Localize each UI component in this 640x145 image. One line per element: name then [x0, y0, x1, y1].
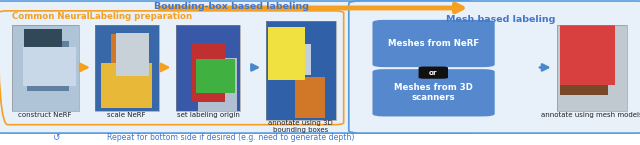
FancyBboxPatch shape [176, 25, 240, 111]
FancyArrowPatch shape [252, 64, 257, 70]
FancyArrowPatch shape [80, 64, 87, 71]
FancyBboxPatch shape [191, 43, 225, 102]
FancyBboxPatch shape [95, 25, 159, 111]
FancyArrowPatch shape [159, 4, 462, 12]
FancyBboxPatch shape [196, 59, 236, 93]
Text: Meshes from NeRF: Meshes from NeRF [388, 39, 479, 48]
Text: scale NeRF: scale NeRF [108, 112, 146, 118]
FancyBboxPatch shape [557, 25, 627, 111]
FancyBboxPatch shape [111, 34, 138, 87]
Text: ↺: ↺ [52, 133, 60, 142]
FancyBboxPatch shape [349, 1, 640, 133]
Text: Bounding-box based labeling: Bounding-box based labeling [154, 2, 309, 11]
FancyBboxPatch shape [276, 44, 310, 75]
FancyBboxPatch shape [12, 25, 79, 111]
FancyBboxPatch shape [561, 31, 611, 74]
FancyBboxPatch shape [198, 58, 237, 111]
Text: construct NeRF: construct NeRF [19, 112, 72, 118]
FancyBboxPatch shape [295, 77, 324, 118]
FancyBboxPatch shape [266, 21, 336, 120]
FancyBboxPatch shape [372, 69, 495, 116]
Text: Meshes from 3D
scanners: Meshes from 3D scanners [394, 83, 473, 103]
Text: or: or [429, 70, 438, 76]
FancyBboxPatch shape [419, 67, 448, 79]
FancyBboxPatch shape [559, 49, 608, 95]
FancyBboxPatch shape [268, 27, 305, 80]
FancyBboxPatch shape [23, 47, 76, 86]
Text: annotate using mesh models: annotate using mesh models [541, 112, 640, 118]
FancyBboxPatch shape [27, 41, 68, 91]
FancyArrowPatch shape [540, 64, 548, 70]
FancyBboxPatch shape [116, 33, 148, 76]
Text: Common NeuralLabeling preparation: Common NeuralLabeling preparation [12, 12, 191, 21]
Text: set labeling origin: set labeling origin [177, 112, 239, 118]
FancyBboxPatch shape [372, 20, 495, 67]
FancyBboxPatch shape [560, 25, 615, 85]
FancyArrowPatch shape [161, 64, 168, 71]
Text: annotate using 3D
bounding boxes: annotate using 3D bounding boxes [268, 120, 333, 133]
FancyBboxPatch shape [0, 1, 475, 133]
FancyBboxPatch shape [24, 29, 63, 77]
Text: Mesh based labeling: Mesh based labeling [446, 14, 555, 23]
FancyBboxPatch shape [101, 64, 152, 108]
Text: Repeat for bottom side if desired (e.g. need to generate depth): Repeat for bottom side if desired (e.g. … [107, 133, 354, 142]
